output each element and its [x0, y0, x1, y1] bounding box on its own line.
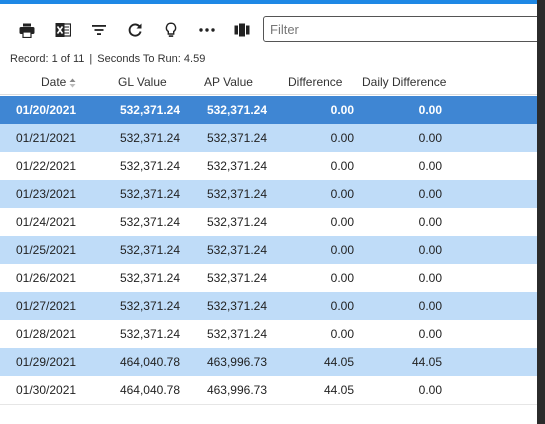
- cell-gl-value: 464,040.78: [119, 355, 180, 369]
- cell-gl-value: 532,371.24: [119, 187, 180, 201]
- cell-ap-value: 532,371.24: [206, 131, 267, 145]
- column-header-daily-difference[interactable]: Daily Difference: [362, 75, 447, 89]
- excel-icon: [55, 23, 71, 37]
- column-header-difference[interactable]: Difference: [288, 75, 343, 89]
- table-bottom-divider: [0, 404, 537, 405]
- cell-date: 01/25/2021: [16, 243, 77, 257]
- table-row[interactable]: 01/23/2021 532,371.24 532,371.24 0.00 0.…: [0, 180, 537, 208]
- filter-box: [263, 16, 537, 42]
- cell-gl-value: 532,371.24: [119, 271, 180, 285]
- run-time: Seconds To Run: 4.59: [97, 53, 206, 65]
- cell-ap-value: 532,371.24: [206, 271, 267, 285]
- cell-gl-value: 532,371.24: [119, 131, 180, 145]
- cell-difference: 0.00: [330, 271, 354, 285]
- cell-ap-value: 532,371.24: [206, 187, 267, 201]
- cell-difference: 0.00: [330, 243, 354, 257]
- cell-daily-difference: 0.00: [418, 299, 442, 313]
- cell-daily-difference: 0.00: [418, 159, 442, 173]
- filter-input[interactable]: [264, 17, 537, 41]
- cell-daily-difference: 44.05: [411, 355, 442, 369]
- status-separator: |: [89, 53, 93, 65]
- filter-lines-icon: [92, 25, 106, 35]
- cell-date: 01/29/2021: [16, 355, 77, 369]
- cell-daily-difference: 0.00: [418, 383, 442, 397]
- table-row[interactable]: 01/24/2021 532,371.24 532,371.24 0.00 0.…: [0, 208, 537, 236]
- cell-gl-value: 532,371.24: [119, 215, 180, 229]
- column-header-ap-value[interactable]: AP Value: [204, 75, 253, 89]
- table-row[interactable]: 01/25/2021 532,371.24 532,371.24 0.00 0.…: [0, 236, 537, 264]
- cell-daily-difference: 0.00: [418, 215, 442, 229]
- refresh-icon: [128, 23, 142, 37]
- table-row[interactable]: 01/30/2021 464,040.78 463,996.73 44.05 0…: [0, 376, 537, 404]
- cell-difference: 0.00: [330, 327, 354, 341]
- lightbulb-icon: [165, 21, 177, 37]
- column-header-date-label: Date: [41, 75, 67, 89]
- cell-difference: 0.00: [330, 187, 354, 201]
- cell-gl-value: 532,371.24: [119, 327, 180, 341]
- columns-button[interactable]: [229, 16, 255, 44]
- cell-ap-value: 532,371.24: [206, 103, 267, 117]
- cell-date: 01/22/2021: [16, 159, 77, 173]
- cell-difference: 44.05: [323, 383, 354, 397]
- cell-difference: 44.05: [323, 355, 354, 369]
- cell-daily-difference: 0.00: [418, 271, 442, 285]
- more-horizontal-icon: [199, 28, 215, 32]
- refresh-button[interactable]: [122, 16, 148, 44]
- table-row[interactable]: 01/29/2021 464,040.78 463,996.73 44.05 4…: [0, 348, 537, 376]
- cell-date: 01/30/2021: [16, 383, 77, 397]
- status-bar: Record: 1 of 11 | Seconds To Run: 4.59: [10, 53, 205, 65]
- cell-daily-difference: 0.00: [418, 131, 442, 145]
- cell-difference: 0.00: [330, 159, 354, 173]
- table-row[interactable]: 01/22/2021 532,371.24 532,371.24 0.00 0.…: [0, 152, 537, 180]
- cell-gl-value: 464,040.78: [119, 383, 180, 397]
- cell-ap-value: 532,371.24: [206, 215, 267, 229]
- more-button[interactable]: [194, 16, 220, 44]
- print-button[interactable]: [14, 16, 40, 44]
- window-edge: [537, 0, 545, 424]
- cell-daily-difference: 0.00: [418, 327, 442, 341]
- table-row[interactable]: 01/21/2021 532,371.24 532,371.24 0.00 0.…: [0, 124, 537, 152]
- cell-difference: 0.00: [330, 131, 354, 145]
- cell-date: 01/23/2021: [16, 187, 77, 201]
- cell-ap-value: 532,371.24: [206, 327, 267, 341]
- cell-gl-value: 532,371.24: [119, 103, 180, 117]
- cell-date: 01/21/2021: [16, 131, 77, 145]
- cell-gl-value: 532,371.24: [119, 243, 180, 257]
- cell-date: 01/26/2021: [16, 271, 77, 285]
- cell-ap-value: 532,371.24: [206, 243, 267, 257]
- cell-date: 01/28/2021: [16, 327, 77, 341]
- cell-gl-value: 532,371.24: [119, 159, 180, 173]
- cell-date: 01/20/2021: [16, 103, 77, 117]
- cell-ap-value: 463,996.73: [206, 355, 267, 369]
- cell-daily-difference: 0.00: [418, 243, 442, 257]
- tip-button[interactable]: [158, 16, 184, 44]
- cell-ap-value: 532,371.24: [206, 299, 267, 313]
- table-row[interactable]: 01/26/2021 532,371.24 532,371.24 0.00 0.…: [0, 264, 537, 292]
- cell-date: 01/27/2021: [16, 299, 77, 313]
- accent-strip: [0, 0, 537, 4]
- cell-difference: 0.00: [330, 299, 354, 313]
- toolbar: [0, 12, 537, 48]
- export-excel-button[interactable]: [50, 16, 76, 44]
- table-header: Date GL Value AP Value Difference Daily …: [0, 70, 537, 95]
- cell-difference: 0.00: [330, 215, 354, 229]
- cell-ap-value: 532,371.24: [206, 159, 267, 173]
- sort-icon: [69, 78, 76, 88]
- column-header-date[interactable]: Date: [41, 75, 76, 89]
- cell-gl-value: 532,371.24: [119, 299, 180, 313]
- cell-daily-difference: 0.00: [418, 187, 442, 201]
- cell-ap-value: 463,996.73: [206, 383, 267, 397]
- printer-icon: [19, 23, 35, 38]
- table-row[interactable]: 01/28/2021 532,371.24 532,371.24 0.00 0.…: [0, 320, 537, 348]
- cell-difference: 0.00: [330, 103, 354, 117]
- table-row[interactable]: 01/27/2021 532,371.24 532,371.24 0.00 0.…: [0, 292, 537, 320]
- record-count: Record: 1 of 11: [10, 53, 85, 65]
- table-row[interactable]: 01/20/2021 532,371.24 532,371.24 0.00 0.…: [0, 96, 537, 124]
- cell-date: 01/24/2021: [16, 215, 77, 229]
- filter-button[interactable]: [86, 16, 112, 44]
- column-header-gl-value[interactable]: GL Value: [118, 75, 167, 89]
- cell-daily-difference: 0.00: [418, 103, 442, 117]
- columns-icon: [234, 23, 250, 37]
